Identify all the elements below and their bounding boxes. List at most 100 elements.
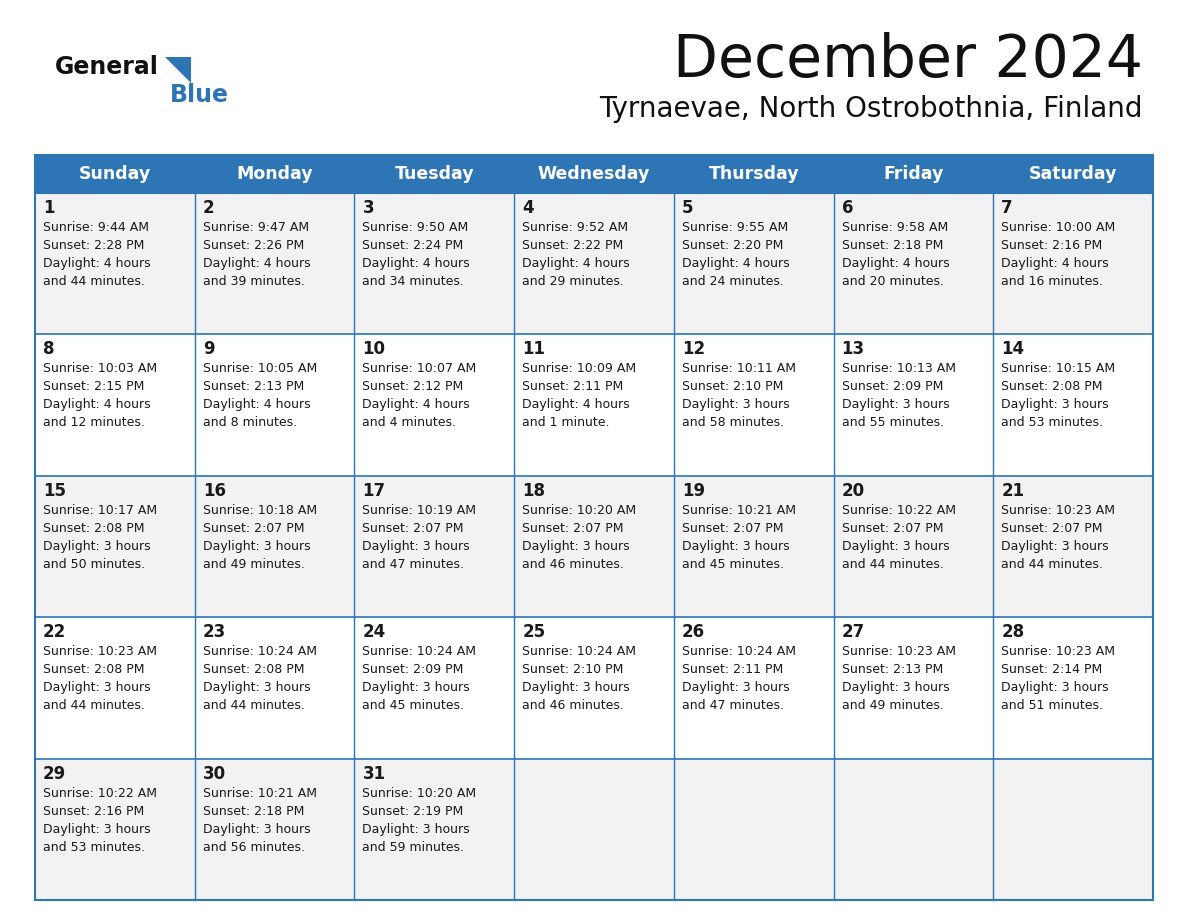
Text: Sunset: 2:11 PM: Sunset: 2:11 PM	[682, 663, 783, 677]
Text: 28: 28	[1001, 623, 1024, 641]
Text: and 53 minutes.: and 53 minutes.	[1001, 417, 1104, 430]
Text: 27: 27	[841, 623, 865, 641]
Text: 26: 26	[682, 623, 704, 641]
Text: and 58 minutes.: and 58 minutes.	[682, 417, 784, 430]
Text: 21: 21	[1001, 482, 1024, 499]
Text: 10: 10	[362, 341, 385, 358]
Text: Sunrise: 9:55 AM: Sunrise: 9:55 AM	[682, 221, 788, 234]
Text: Sunset: 2:10 PM: Sunset: 2:10 PM	[523, 663, 624, 677]
Text: Sunset: 2:08 PM: Sunset: 2:08 PM	[203, 663, 304, 677]
Text: 1: 1	[43, 199, 55, 217]
Text: Daylight: 3 hours: Daylight: 3 hours	[1001, 540, 1108, 553]
Text: and 44 minutes.: and 44 minutes.	[841, 558, 943, 571]
Text: Sunset: 2:28 PM: Sunset: 2:28 PM	[43, 239, 145, 252]
Text: Daylight: 3 hours: Daylight: 3 hours	[682, 681, 790, 694]
Text: 12: 12	[682, 341, 704, 358]
Text: Sunset: 2:24 PM: Sunset: 2:24 PM	[362, 239, 463, 252]
Text: Daylight: 3 hours: Daylight: 3 hours	[841, 398, 949, 411]
Text: Sunrise: 10:24 AM: Sunrise: 10:24 AM	[523, 645, 636, 658]
Bar	[34, 758, 1154, 900]
Text: Sunrise: 10:22 AM: Sunrise: 10:22 AM	[841, 504, 955, 517]
Text: Saturday: Saturday	[1029, 165, 1118, 183]
Text: 23: 23	[203, 623, 226, 641]
Text: Wednesday: Wednesday	[538, 165, 650, 183]
Text: Sunrise: 10:07 AM: Sunrise: 10:07 AM	[362, 363, 476, 375]
Text: Tuesday: Tuesday	[394, 165, 474, 183]
Text: December 2024: December 2024	[672, 32, 1143, 89]
Text: 19: 19	[682, 482, 704, 499]
Text: Sunrise: 10:20 AM: Sunrise: 10:20 AM	[523, 504, 637, 517]
Text: 4: 4	[523, 199, 533, 217]
Text: and 45 minutes.: and 45 minutes.	[682, 558, 784, 571]
Text: Sunset: 2:11 PM: Sunset: 2:11 PM	[523, 380, 624, 394]
Text: Daylight: 4 hours: Daylight: 4 hours	[523, 398, 630, 411]
Text: Sunrise: 9:52 AM: Sunrise: 9:52 AM	[523, 221, 628, 234]
Text: Sunrise: 10:11 AM: Sunrise: 10:11 AM	[682, 363, 796, 375]
Text: Sunrise: 10:05 AM: Sunrise: 10:05 AM	[203, 363, 317, 375]
Text: Sunset: 2:09 PM: Sunset: 2:09 PM	[362, 663, 463, 677]
Text: Sunrise: 10:20 AM: Sunrise: 10:20 AM	[362, 787, 476, 800]
Text: Sunrise: 10:17 AM: Sunrise: 10:17 AM	[43, 504, 157, 517]
Text: and 45 minutes.: and 45 minutes.	[362, 700, 465, 712]
Text: Blue: Blue	[170, 83, 229, 107]
Bar	[34, 155, 1154, 900]
Text: Daylight: 3 hours: Daylight: 3 hours	[43, 823, 151, 835]
Text: Friday: Friday	[883, 165, 943, 183]
Bar	[34, 193, 1154, 334]
Polygon shape	[165, 57, 191, 83]
Text: Sunset: 2:07 PM: Sunset: 2:07 PM	[523, 521, 624, 535]
Text: Sunset: 2:12 PM: Sunset: 2:12 PM	[362, 380, 463, 394]
Text: Sunset: 2:13 PM: Sunset: 2:13 PM	[841, 663, 943, 677]
Text: Daylight: 4 hours: Daylight: 4 hours	[1001, 257, 1108, 270]
Text: and 44 minutes.: and 44 minutes.	[1001, 558, 1104, 571]
Text: 14: 14	[1001, 341, 1024, 358]
Text: Daylight: 4 hours: Daylight: 4 hours	[43, 257, 151, 270]
Text: 11: 11	[523, 341, 545, 358]
Text: Sunrise: 9:58 AM: Sunrise: 9:58 AM	[841, 221, 948, 234]
Text: and 56 minutes.: and 56 minutes.	[203, 841, 304, 854]
Text: Sunrise: 10:03 AM: Sunrise: 10:03 AM	[43, 363, 157, 375]
Text: Daylight: 3 hours: Daylight: 3 hours	[203, 681, 310, 694]
Text: 15: 15	[43, 482, 67, 499]
Text: Daylight: 3 hours: Daylight: 3 hours	[362, 540, 470, 553]
Text: Sunset: 2:18 PM: Sunset: 2:18 PM	[841, 239, 943, 252]
Text: and 53 minutes.: and 53 minutes.	[43, 841, 145, 854]
Text: 3: 3	[362, 199, 374, 217]
Text: Sunset: 2:22 PM: Sunset: 2:22 PM	[523, 239, 624, 252]
Text: Daylight: 4 hours: Daylight: 4 hours	[203, 257, 310, 270]
Text: 6: 6	[841, 199, 853, 217]
Text: Sunrise: 9:44 AM: Sunrise: 9:44 AM	[43, 221, 148, 234]
Text: 30: 30	[203, 765, 226, 783]
Text: Sunrise: 10:21 AM: Sunrise: 10:21 AM	[203, 787, 317, 800]
Text: Sunrise: 10:23 AM: Sunrise: 10:23 AM	[1001, 645, 1116, 658]
Text: Sunset: 2:14 PM: Sunset: 2:14 PM	[1001, 663, 1102, 677]
Text: 8: 8	[43, 341, 55, 358]
Text: Daylight: 3 hours: Daylight: 3 hours	[362, 823, 470, 835]
Text: Sunrise: 10:23 AM: Sunrise: 10:23 AM	[43, 645, 157, 658]
Bar	[34, 617, 1154, 758]
Text: Daylight: 3 hours: Daylight: 3 hours	[362, 681, 470, 694]
Text: Sunset: 2:09 PM: Sunset: 2:09 PM	[841, 380, 943, 394]
Text: Sunrise: 10:13 AM: Sunrise: 10:13 AM	[841, 363, 955, 375]
Text: 13: 13	[841, 341, 865, 358]
Text: Sunrise: 10:19 AM: Sunrise: 10:19 AM	[362, 504, 476, 517]
Text: 22: 22	[43, 623, 67, 641]
Text: 31: 31	[362, 765, 386, 783]
Text: Daylight: 3 hours: Daylight: 3 hours	[523, 681, 630, 694]
Text: and 20 minutes.: and 20 minutes.	[841, 275, 943, 288]
Text: and 34 minutes.: and 34 minutes.	[362, 275, 465, 288]
Text: Daylight: 4 hours: Daylight: 4 hours	[841, 257, 949, 270]
Text: 24: 24	[362, 623, 386, 641]
Text: 2: 2	[203, 199, 214, 217]
Text: and 1 minute.: and 1 minute.	[523, 417, 609, 430]
Text: and 50 minutes.: and 50 minutes.	[43, 558, 145, 571]
Text: Sunset: 2:08 PM: Sunset: 2:08 PM	[43, 521, 145, 535]
Text: 20: 20	[841, 482, 865, 499]
Text: and 8 minutes.: and 8 minutes.	[203, 417, 297, 430]
Text: Daylight: 4 hours: Daylight: 4 hours	[362, 398, 470, 411]
Text: 17: 17	[362, 482, 386, 499]
Text: and 24 minutes.: and 24 minutes.	[682, 275, 784, 288]
Text: and 16 minutes.: and 16 minutes.	[1001, 275, 1104, 288]
Text: Daylight: 3 hours: Daylight: 3 hours	[682, 540, 790, 553]
Text: and 49 minutes.: and 49 minutes.	[203, 558, 304, 571]
